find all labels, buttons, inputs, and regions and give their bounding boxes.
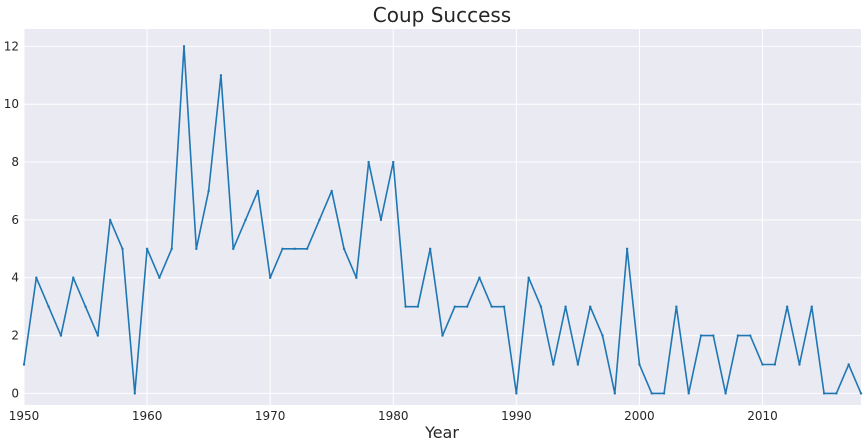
data-point [404, 305, 407, 308]
data-point [35, 276, 38, 279]
data-point [392, 160, 395, 164]
data-point [736, 334, 740, 337]
data-point [724, 392, 727, 395]
data-point [416, 305, 420, 308]
data-point [256, 189, 260, 193]
y-tick-label: 4 [11, 271, 19, 285]
data-point [195, 247, 198, 251]
data-point [810, 305, 813, 308]
x-tick-labels: 1950 1960 1970 1980 1990 2000 2010 [9, 409, 778, 423]
x-tick-label: 2010 [747, 409, 778, 423]
x-tick-label: 1980 [378, 409, 409, 423]
data-point [121, 247, 124, 251]
data-point [490, 305, 493, 308]
data-point [773, 363, 777, 366]
data-point [589, 305, 592, 308]
data-point [675, 305, 678, 308]
data-point [207, 189, 210, 193]
data-point [835, 392, 838, 395]
data-point [158, 276, 161, 279]
data-point [268, 276, 272, 279]
data-point [330, 189, 333, 193]
data-point [59, 334, 63, 337]
data-point [601, 334, 604, 337]
data-point [47, 305, 50, 308]
data-point [625, 247, 629, 251]
y-tick-label: 8 [11, 155, 19, 169]
data-point [859, 392, 863, 395]
data-point [662, 392, 666, 395]
data-point [699, 334, 703, 337]
data-point [552, 363, 555, 366]
data-point [219, 74, 223, 77]
data-point [453, 305, 457, 308]
data-point [441, 334, 444, 337]
data-point [527, 276, 530, 279]
data-point [367, 160, 370, 164]
data-point [96, 334, 100, 337]
chart-title: Coup Success [373, 3, 511, 27]
x-tick-label: 1950 [9, 409, 40, 423]
data-point [108, 218, 112, 222]
data-point [465, 305, 469, 308]
data-point [515, 392, 518, 395]
data-point [379, 218, 383, 222]
y-tick-labels: 0 2 4 6 8 10 12 [4, 39, 19, 400]
plot-area [24, 29, 861, 405]
data-point [22, 363, 26, 366]
y-tick-label: 10 [4, 97, 19, 111]
data-point [342, 247, 346, 251]
data-point [822, 392, 826, 395]
data-point [613, 392, 617, 395]
y-tick-label: 12 [4, 39, 19, 53]
data-point [318, 218, 321, 222]
data-point [478, 276, 481, 279]
x-tick-label: 1960 [132, 409, 163, 423]
y-tick-label: 0 [11, 386, 19, 400]
data-point [687, 392, 690, 395]
x-tick-label: 2000 [624, 409, 655, 423]
data-point [293, 247, 296, 251]
data-point [84, 305, 87, 308]
y-tick-label: 2 [11, 329, 19, 343]
data-point [761, 363, 764, 366]
x-tick-label: 1970 [255, 409, 286, 423]
data-point [785, 305, 789, 308]
data-point [539, 305, 543, 308]
data-point [638, 363, 641, 366]
data-point [564, 305, 567, 308]
x-tick-label: 1990 [501, 409, 532, 423]
data-point [232, 247, 235, 251]
data-point [749, 334, 752, 337]
data-point [281, 247, 284, 251]
data-point [72, 276, 75, 279]
data-point [428, 247, 432, 251]
data-point [145, 247, 149, 251]
data-point [576, 363, 580, 366]
data-point [798, 363, 801, 366]
data-points [22, 45, 863, 395]
data-point [133, 392, 136, 395]
data-point [244, 218, 247, 222]
data-point [502, 305, 506, 308]
data-point [847, 363, 850, 366]
data-point [182, 45, 186, 48]
data-point [650, 392, 653, 395]
data-point [712, 334, 715, 337]
y-tick-label: 6 [11, 213, 19, 227]
data-point [170, 247, 173, 251]
data-point [355, 276, 358, 279]
x-axis-label: Year [424, 423, 459, 442]
data-point [305, 247, 309, 251]
